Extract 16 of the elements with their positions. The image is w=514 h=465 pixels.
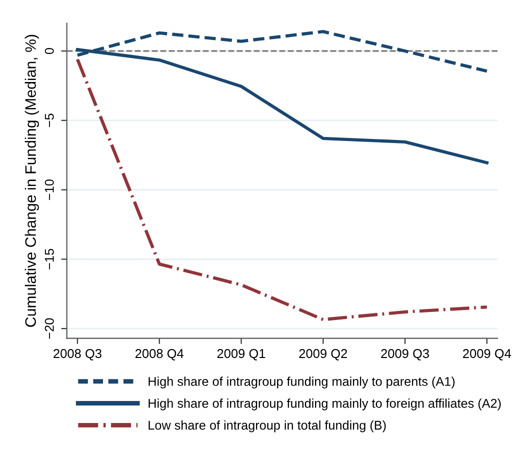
legend-label: High share of intragroup funding mainly to parents (A1) [148,376,455,388]
x-tick-label: 2008 Q3 [54,349,102,360]
y-tick-label: −20 [44,318,54,339]
y-tick-label: 0 [44,48,54,54]
line-series [76,58,489,322]
legend-label: High share of intragroup funding mainly to foreign affiliates (A2) [148,398,501,410]
x-tick-label: 2009 Q1 [217,349,266,360]
y-tick-label: −5 [44,114,54,128]
y-axis-title: Cumulative Change in Funding (Median, %) [24,34,39,327]
x-tick-label: 2009 Q2 [299,349,347,360]
x-tick-label: 2009 Q3 [381,349,429,360]
y-tick-label: −10 [44,179,54,200]
x-tick-label: 2009 Q4 [463,349,512,360]
y-tick-label: −15 [44,248,54,270]
legend-label: Low share of intragroup in total funding (B) [148,420,386,432]
x-tick-label: 2008 Q4 [135,349,184,360]
